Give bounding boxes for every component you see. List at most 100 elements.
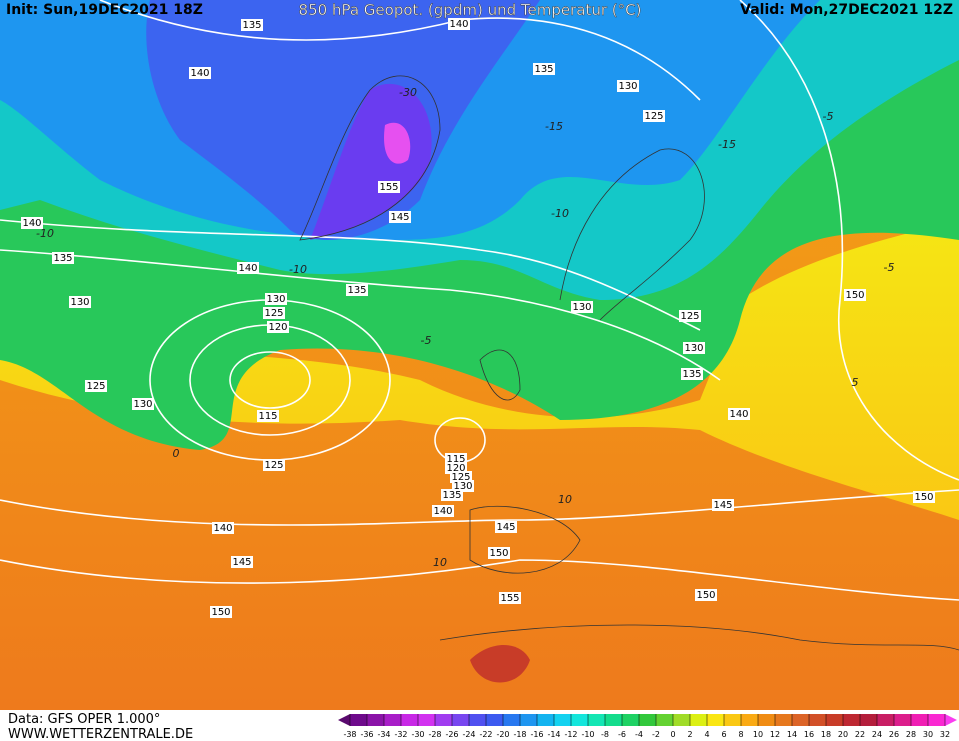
geopotential-label: 150 xyxy=(211,607,230,618)
legend-label: 0 xyxy=(670,730,675,739)
geopotential-label: 135 xyxy=(347,285,366,296)
legend-swatch xyxy=(537,714,555,726)
label-box xyxy=(265,293,287,305)
legend-label: 26 xyxy=(889,730,899,739)
geopotential-label: 115 xyxy=(446,454,465,465)
label-box xyxy=(679,310,701,322)
temperature-label: -5 xyxy=(421,334,432,347)
geopotential-label: 140 xyxy=(729,409,748,420)
geopotential-label: 135 xyxy=(534,64,553,75)
geopotential-label: 125 xyxy=(264,308,283,319)
legend-label: -30 xyxy=(411,730,424,739)
geopotential-label: 140 xyxy=(433,506,452,517)
geopotential-label: 140 xyxy=(22,218,41,229)
legend-swatch xyxy=(452,714,470,726)
label-box xyxy=(389,211,411,223)
legend-label: -34 xyxy=(377,730,390,739)
geopotential-label: 155 xyxy=(379,182,398,193)
init-text: Init: Sun,19DEC2021 18Z xyxy=(6,2,203,18)
label-box xyxy=(263,459,285,471)
legend-swatch xyxy=(826,714,844,726)
legend-swatch xyxy=(809,714,827,726)
legend-label: 14 xyxy=(787,730,797,739)
label-box xyxy=(488,547,510,559)
legend-swatch xyxy=(367,714,385,726)
legend-label: -6 xyxy=(618,730,626,739)
legend-label: -10 xyxy=(581,730,594,739)
label-box xyxy=(378,181,400,193)
label-box xyxy=(432,505,454,517)
legend-label: 22 xyxy=(855,730,865,739)
geopotential-label: 150 xyxy=(489,548,508,559)
legend-swatch xyxy=(792,714,810,726)
geopotential-label: 145 xyxy=(232,557,251,568)
geopotential-label: 140 xyxy=(449,19,468,30)
temperature-label: -10 xyxy=(289,263,307,276)
geopotential-label: 130 xyxy=(70,297,89,308)
legend-swatch xyxy=(571,714,589,726)
legend-label: 18 xyxy=(821,730,831,739)
legend-swatch xyxy=(911,714,929,726)
legend-label: 28 xyxy=(906,730,916,739)
geopotential-label: 135 xyxy=(242,20,261,31)
legend-swatch xyxy=(384,714,402,726)
label-box xyxy=(681,368,703,380)
legend-label: 24 xyxy=(872,730,882,739)
geopotential-label: 135 xyxy=(442,490,461,501)
label-box xyxy=(571,301,593,313)
legend-label: -26 xyxy=(445,730,458,739)
legend-label: -16 xyxy=(530,730,543,739)
geopotential-label: 155 xyxy=(500,593,519,604)
legend-swatch xyxy=(588,714,606,726)
legend-label: -24 xyxy=(462,730,475,739)
legend-label: -14 xyxy=(547,730,560,739)
label-box xyxy=(499,592,521,604)
geopotential-label: 150 xyxy=(914,492,933,503)
legend-swatch xyxy=(639,714,657,726)
label-box xyxy=(913,491,935,503)
label-box xyxy=(257,410,279,422)
temperature-label: 10 xyxy=(433,556,447,569)
legend-swatch xyxy=(673,714,691,726)
legend-label: 32 xyxy=(940,730,950,739)
label-box xyxy=(728,408,750,420)
geopotential-label: 145 xyxy=(713,500,732,511)
geopotential-label: 125 xyxy=(86,381,105,392)
legend-label: -8 xyxy=(601,730,609,739)
geopotential-label: 135 xyxy=(53,253,72,264)
legend-swatch xyxy=(605,714,623,726)
geopotential-label: 150 xyxy=(696,590,715,601)
legend-label: 4 xyxy=(704,730,709,739)
legend-swatch xyxy=(435,714,453,726)
legend-swatch xyxy=(690,714,708,726)
legend-swatch xyxy=(894,714,912,726)
legend-swatch xyxy=(775,714,793,726)
label-box xyxy=(263,307,285,319)
temperature-label: -5 xyxy=(823,110,834,123)
legend-label: 30 xyxy=(923,730,933,739)
legend-swatch xyxy=(469,714,487,726)
legend-swatch xyxy=(707,714,725,726)
frigid-region xyxy=(146,0,540,240)
valid-text: Valid: Mon,27DEC2021 12Z xyxy=(740,2,953,18)
geopotential-label: 130 xyxy=(133,399,152,410)
legend-label: 6 xyxy=(721,730,726,739)
hot-spot xyxy=(470,645,530,683)
geopotential-label: 115 xyxy=(258,411,277,422)
geopotential-label: 120 xyxy=(268,322,287,333)
geopotential-label: 130 xyxy=(266,294,285,305)
label-box xyxy=(241,19,263,31)
legend-arrow xyxy=(338,714,350,726)
legend-swatch xyxy=(554,714,572,726)
geopotential-label: 125 xyxy=(264,460,283,471)
temperature-label: 0 xyxy=(173,447,180,460)
legend-swatch xyxy=(503,714,521,726)
legend-swatch xyxy=(758,714,776,726)
legend-swatch xyxy=(860,714,878,726)
legend-label: 8 xyxy=(738,730,743,739)
geopotential-label: 120 xyxy=(446,463,465,474)
geopotential-label: 130 xyxy=(453,481,472,492)
legend-label: -20 xyxy=(496,730,509,739)
map-title: 850 hPa Geopot. (gpdm) und Temperatur (°… xyxy=(299,1,642,19)
